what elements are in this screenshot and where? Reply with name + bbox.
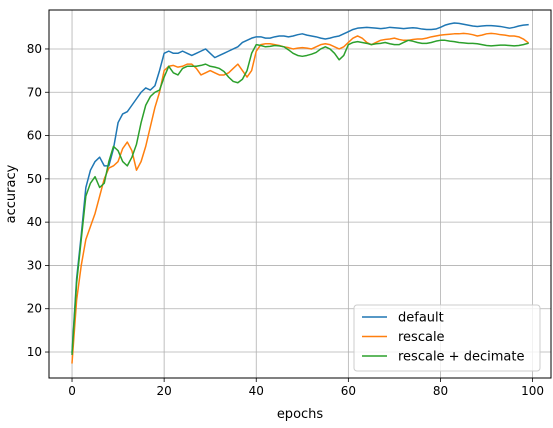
legend-box — [353, 304, 541, 372]
x-axis-label: epochs — [277, 407, 324, 422]
x-tick-label: 100 — [521, 384, 544, 398]
plot-frame — [48, 9, 552, 379]
x-tick-label: 40 — [249, 384, 264, 398]
y-tick-label: 80 — [27, 42, 42, 56]
x-tick-label: 0 — [68, 384, 76, 398]
y-axis-label: accuracy — [4, 164, 19, 223]
x-tick-label: 80 — [433, 384, 448, 398]
legend: default rescale rescale + decimate — [353, 304, 541, 372]
x-tick-label: 60 — [341, 384, 356, 398]
y-tick-label: 50 — [27, 172, 42, 186]
y-tick-label: 40 — [27, 215, 42, 229]
series-line-default — [71, 22, 529, 353]
axis-ticks: 0 20 40 60 80 100 10 20 30 40 50 60 70 80 — [27, 42, 544, 398]
legend-label-rescale-decimate: rescale + decimate — [398, 350, 524, 365]
y-tick-label: 60 — [27, 129, 42, 143]
y-tick-label: 10 — [27, 345, 42, 359]
series-line-rescale — [71, 32, 530, 364]
series-line-rescale-decimate — [71, 39, 529, 355]
y-tick-label: 30 — [27, 258, 42, 272]
x-tick-label: 20 — [156, 384, 171, 398]
data-series — [71, 22, 530, 364]
y-tick-label: 70 — [27, 85, 42, 99]
legend-label-default: default — [398, 311, 444, 326]
legend-label-rescale: rescale — [398, 330, 445, 345]
y-tick-label: 20 — [27, 302, 42, 316]
